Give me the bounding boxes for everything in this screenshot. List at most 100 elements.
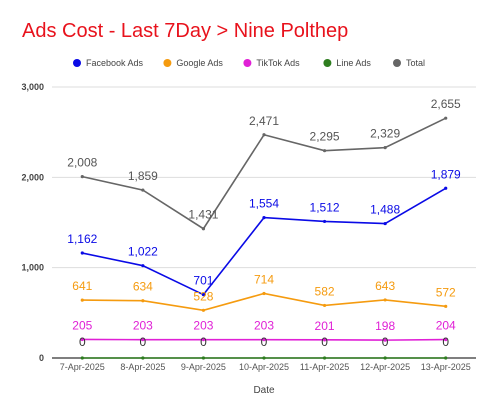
data-point: [383, 221, 387, 226]
data-point: [80, 356, 84, 360]
data-label: 0: [79, 335, 86, 349]
data-label: 528: [193, 289, 213, 303]
data-label: 2,008: [67, 156, 97, 170]
legend-entry: Facebook Ads: [86, 58, 144, 68]
series-lines: [80, 116, 448, 360]
data-point: [444, 186, 448, 190]
data-point: [201, 227, 206, 231]
x-tick-labels: 7-Apr-2025 8-Apr-2025 9-Apr-2025 10-Apr-202…: [60, 362, 471, 372]
data-label: 0: [140, 335, 147, 349]
legend-marker: [323, 59, 332, 67]
data-label: 0: [200, 335, 207, 349]
data-label: 203: [254, 319, 274, 333]
data-label: 1,859: [128, 169, 158, 183]
data-label: 2,295: [310, 130, 340, 144]
data-point: [80, 298, 84, 302]
x-tick-label: 12-Apr-2025: [360, 362, 410, 372]
x-tick-label: 11-Apr-2025: [300, 362, 349, 372]
data-point: [444, 116, 448, 120]
data-point: [383, 338, 387, 342]
data-label: 572: [436, 285, 456, 299]
data-point: [141, 188, 145, 192]
data-point: [201, 338, 206, 342]
data-label: 634: [133, 280, 153, 294]
y-tick-label: 1,000: [21, 263, 44, 273]
legend: Facebook Ads Google Ads TikTok Ads Line Ads…: [73, 58, 425, 68]
data-point: [141, 338, 145, 342]
data-label: 2,471: [249, 114, 279, 128]
legend-entry: Total: [406, 58, 425, 68]
y-tick-labels: 0 1,000 2,000 3,000: [21, 82, 44, 363]
x-tick-label: 7-Apr-2025: [60, 362, 105, 372]
data-point: [262, 216, 266, 220]
data-point: [322, 149, 327, 153]
legend-entry: TikTok Ads: [256, 58, 300, 68]
legend-marker: [393, 59, 401, 67]
data-label: 203: [193, 319, 213, 333]
data-point: [141, 299, 145, 303]
data-label: 1,162: [67, 232, 97, 246]
data-label: 198: [375, 319, 395, 333]
x-tick-label: 8-Apr-2025: [120, 362, 165, 372]
data-point: [322, 356, 327, 360]
data-point: [383, 356, 387, 360]
data-point: [322, 338, 327, 342]
data-label: 1,554: [249, 197, 279, 211]
data-label: 1,488: [370, 203, 400, 217]
data-point: [444, 304, 448, 308]
data-point: [141, 264, 145, 268]
data-point: [322, 303, 327, 308]
y-tick-label: 3,000: [21, 82, 44, 92]
data-label: 201: [315, 319, 335, 333]
data-point: [444, 337, 448, 342]
data-label: 204: [436, 319, 456, 333]
x-axis-title: Date: [253, 385, 275, 396]
data-label: 205: [72, 318, 92, 332]
data-point: [322, 219, 327, 224]
data-label: 643: [375, 279, 395, 293]
data-point: [262, 338, 266, 342]
y-tick-label: 0: [39, 353, 44, 363]
data-point: [262, 133, 266, 137]
data-label: 641: [72, 279, 92, 293]
legend-marker: [73, 59, 81, 67]
data-point: [383, 146, 387, 150]
chart-title: Ads Cost - Last 7Day > Nine Polthep: [22, 20, 349, 42]
data-point: [80, 251, 84, 255]
data-label: 714: [254, 273, 274, 287]
legend-entry: Line Ads: [336, 58, 371, 68]
data-label: 0: [382, 335, 389, 349]
data-labels: 1,162 1,022 701 1,554 1,512 1,488 1,879 641 634 5…: [67, 97, 461, 349]
y-tick-label: 2,000: [21, 172, 44, 182]
data-point: [141, 356, 145, 360]
data-point: [444, 356, 448, 360]
data-point: [201, 293, 206, 297]
data-point: [383, 298, 387, 302]
data-label: 0: [261, 335, 268, 349]
data-label: 1,879: [431, 167, 461, 181]
x-tick-label: 10-Apr-2025: [239, 362, 289, 372]
data-label: 1,431: [188, 208, 218, 222]
data-label: 203: [133, 319, 153, 333]
data-label: 1,022: [128, 245, 158, 259]
data-point: [201, 308, 206, 312]
data-point: [201, 356, 206, 360]
legend-marker: [243, 59, 252, 67]
data-label: 0: [321, 335, 328, 349]
data-point: [262, 356, 266, 360]
x-tick-label: 13-Apr-2025: [421, 362, 471, 372]
data-label: 701: [193, 274, 213, 288]
data-point: [262, 291, 266, 296]
series-line: [82, 292, 446, 312]
data-point: [80, 337, 84, 342]
data-point: [80, 175, 84, 179]
data-label: 1,512: [310, 200, 340, 214]
data-label: 0: [442, 335, 449, 349]
legend-entry: Google Ads: [176, 58, 223, 68]
legend-marker: [163, 59, 172, 67]
data-label: 2,329: [370, 127, 400, 141]
x-tick-label: 9-Apr-2025: [181, 362, 226, 372]
data-label: 2,655: [431, 97, 461, 111]
data-label: 582: [315, 284, 335, 298]
